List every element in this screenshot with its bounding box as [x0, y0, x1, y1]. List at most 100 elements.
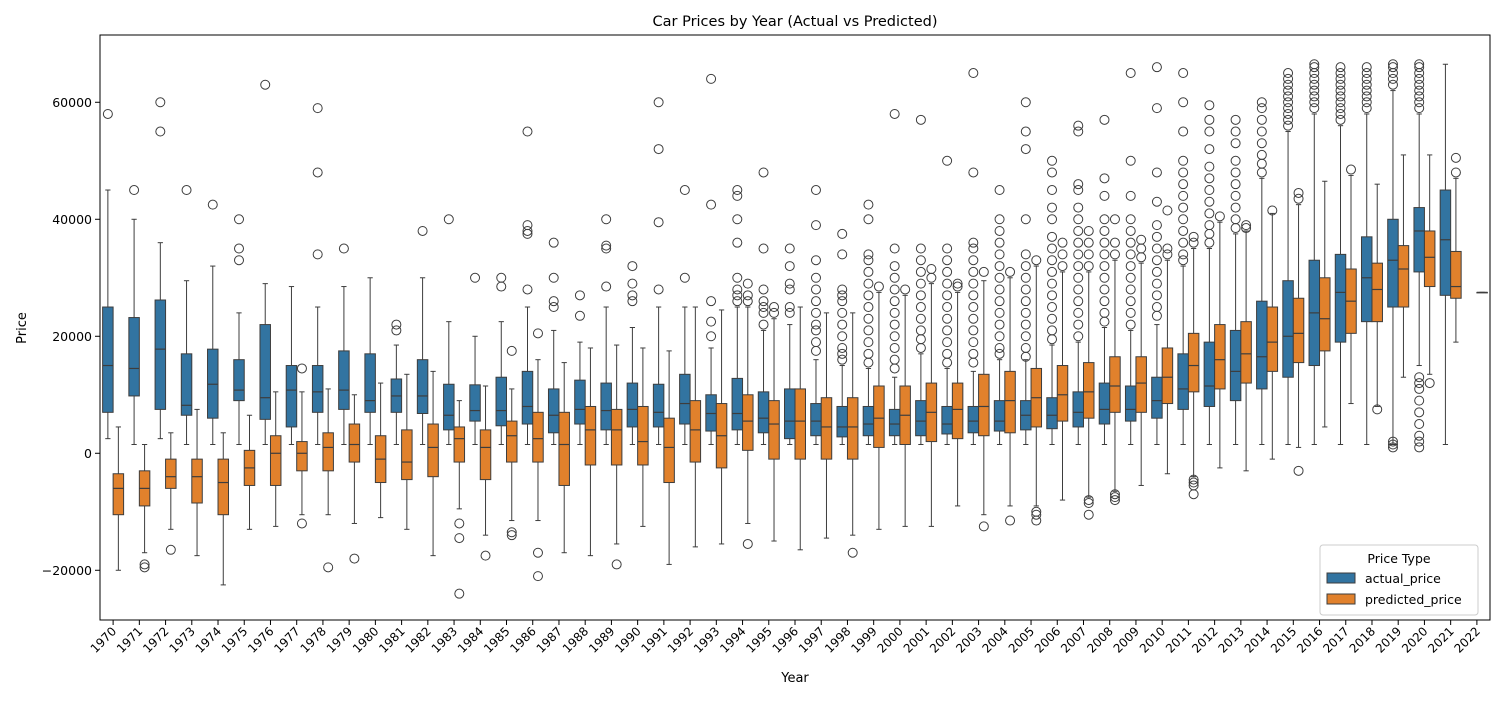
- outlier-point: [1204, 161, 1215, 172]
- outlier-point: [1125, 319, 1136, 330]
- outlier-point: [968, 278, 979, 289]
- box-actual_price-2005: [1020, 97, 1032, 445]
- outlier-point: [837, 307, 848, 318]
- outlier-point: [1241, 223, 1252, 234]
- outlier-point: [1178, 214, 1189, 225]
- x-tick-label: 2018: [1347, 624, 1378, 655]
- box-actual_price-2011: [1177, 68, 1189, 445]
- box-predicted_price-1980: [374, 382, 387, 519]
- legend-frame: [1319, 544, 1479, 616]
- outlier-point: [1136, 252, 1147, 263]
- box-iqr: [652, 383, 665, 428]
- box-predicted_price-1983: [453, 400, 466, 599]
- outlier-point: [679, 185, 690, 196]
- outlier-point: [1414, 103, 1425, 114]
- outlier-point: [1230, 202, 1241, 213]
- outlier-point: [1125, 261, 1136, 272]
- box-iqr: [679, 373, 691, 425]
- outlier-point: [863, 214, 874, 225]
- outlier-point: [1047, 185, 1058, 196]
- box-iqr: [757, 391, 770, 434]
- box-actual_price-1991: [652, 97, 665, 445]
- outlier-point: [889, 272, 900, 283]
- outlier-point: [942, 266, 953, 277]
- box-iqr: [1056, 365, 1069, 422]
- outlier-point: [942, 337, 953, 348]
- box-predicted_price-2021: [1450, 152, 1462, 343]
- outlier-point: [601, 281, 612, 292]
- box-iqr: [364, 353, 376, 413]
- outlier-point: [784, 261, 795, 272]
- box-iqr: [165, 458, 177, 489]
- outlier-point: [1309, 103, 1320, 114]
- box-iqr: [479, 429, 492, 481]
- outlier-point: [742, 296, 753, 307]
- outlier-point: [139, 559, 150, 570]
- box-predicted_price-1993: [715, 309, 728, 545]
- box-iqr: [915, 400, 927, 437]
- outlier-point: [1204, 185, 1215, 196]
- x-axis-label: Year: [780, 671, 809, 686]
- x-tick-label: 1981: [376, 624, 407, 655]
- outlier-point: [522, 126, 533, 137]
- box-iqr: [102, 306, 114, 413]
- outlier-point: [1083, 249, 1094, 260]
- outlier-point: [1151, 103, 1162, 114]
- x-tick-label: 1980: [350, 624, 381, 655]
- outlier-point: [915, 266, 926, 277]
- box-actual_price-2002: [941, 155, 953, 445]
- y-tick-label: −20000: [42, 563, 92, 578]
- box-predicted_price-2018: [1371, 183, 1383, 415]
- outlier-point: [312, 167, 323, 178]
- box-iqr: [978, 373, 990, 437]
- box-predicted_price-1979: [348, 394, 361, 564]
- outlier-point: [1267, 205, 1278, 216]
- outlier-point: [1020, 97, 1031, 108]
- outlier-point: [863, 302, 874, 313]
- x-tick-label: 2012: [1189, 624, 1220, 655]
- outlier-point: [784, 284, 795, 295]
- box-actual_price-2008: [1098, 114, 1111, 445]
- outlier-point: [1335, 73, 1346, 84]
- outlier-point: [1361, 85, 1372, 96]
- outlier-point: [994, 331, 1005, 342]
- outlier-point: [1230, 223, 1241, 234]
- outlier-point: [417, 225, 428, 236]
- outlier-point: [732, 190, 743, 201]
- outlier-point: [1214, 211, 1225, 222]
- box-predicted_price-1998: [846, 312, 859, 558]
- outlier-point: [942, 290, 953, 301]
- box-predicted_price-2020: [1423, 154, 1436, 389]
- box-iqr: [820, 397, 833, 460]
- y-tick-label: 0: [84, 446, 92, 461]
- outlier-point: [601, 240, 612, 251]
- outlier-point: [994, 348, 1005, 359]
- x-tick-label: 1979: [324, 624, 355, 655]
- x-tick-label: 2010: [1137, 624, 1168, 655]
- outlier-point: [1230, 167, 1241, 178]
- outlier-point: [732, 272, 743, 283]
- box-predicted_price-1984: [479, 385, 492, 561]
- outlier-point: [155, 126, 166, 137]
- x-tick-label: 2022: [1452, 624, 1483, 655]
- outlier-point: [1256, 158, 1267, 169]
- box-iqr: [1046, 397, 1058, 430]
- outlier-point: [942, 302, 953, 313]
- box-iqr: [993, 400, 1006, 432]
- outlier-point: [1204, 144, 1215, 155]
- x-tick-label: 1991: [638, 624, 669, 655]
- legend-swatch-actual: [1326, 572, 1356, 584]
- outlier-point: [1020, 214, 1031, 225]
- box-iqr: [191, 458, 203, 504]
- outlier-point: [1125, 307, 1136, 318]
- outlier-point: [742, 538, 753, 549]
- outlier-point: [1335, 91, 1346, 102]
- box-predicted_price-2004: [1004, 266, 1016, 526]
- outlier-point: [1230, 126, 1241, 137]
- outlier-point: [1047, 155, 1058, 166]
- outlier-point: [548, 272, 559, 283]
- box-predicted_price-1999: [873, 281, 885, 530]
- box-predicted_price-1995: [768, 302, 780, 542]
- legend-title: Price Type: [1367, 551, 1430, 566]
